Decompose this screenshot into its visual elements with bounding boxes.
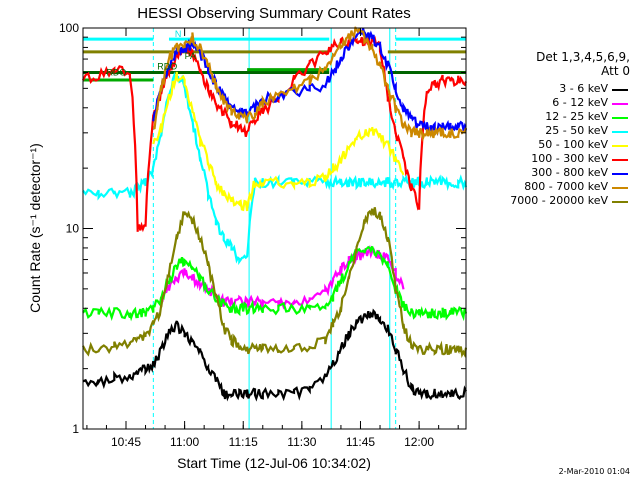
legend-swatch: [612, 145, 628, 147]
legend-label: 100 - 300 keV: [531, 152, 608, 165]
legend-label: 3 - 6 keV: [559, 82, 608, 95]
series-line-7: [152, 25, 468, 142]
legend-item: 6 - 12 keV: [490, 96, 630, 110]
legend-swatch: [612, 159, 628, 161]
series-line-1: [160, 244, 405, 312]
x-tick-label-5: 12:00: [404, 435, 434, 449]
legend-swatch: [612, 117, 628, 119]
legend-item: 300 - 800 keV: [490, 166, 630, 180]
legend-item: 100 - 300 keV: [490, 152, 630, 166]
legend-header-line2: Att 0: [601, 64, 630, 78]
legend-item: 3 - 6 keV: [490, 82, 630, 96]
legend-swatch: [612, 187, 628, 189]
x-tick-label-3: 11:30: [287, 435, 316, 449]
x-tick-label-4: 11:45: [346, 435, 375, 449]
annotation-2: N: [175, 29, 182, 39]
y-tick-label-1: 10: [66, 222, 80, 236]
legend-header-line1: Det 1,3,4,5,6,9,: [536, 50, 630, 64]
legend-swatch: [612, 131, 628, 133]
y-axis-label: Count Rate (s⁻¹ detector⁻¹): [27, 143, 43, 313]
axis-ticks: 10:45 11:00 11:15 11:30 11:45 12:00 1 10 100: [59, 21, 466, 449]
legend-label: 25 - 50 keV: [545, 124, 608, 137]
x-axis-label: Start Time (12-Jul-06 10:34:02): [177, 455, 371, 471]
legend-swatch: [612, 201, 628, 203]
legend-item: 7000 - 20000 keV: [490, 194, 630, 208]
series-line-5: [82, 34, 468, 233]
legend-item: 50 - 100 keV: [490, 138, 630, 152]
legend-item: 12 - 25 keV: [490, 110, 630, 124]
legend-item: 800 - 7000 keV: [490, 180, 630, 194]
annotation-3: PA: [185, 51, 196, 61]
chart-title: HESSI Observing Summary Count Rates: [137, 5, 410, 22]
legend-label: 12 - 25 keV: [545, 110, 608, 123]
legend-label: 50 - 100 keV: [538, 138, 608, 151]
legend-swatch: [612, 173, 628, 175]
series-line-6: [152, 28, 468, 136]
y-tick-label-0: 1: [72, 422, 79, 436]
legend-swatch: [612, 103, 628, 105]
legend-item: 25 - 50 keV: [490, 124, 630, 138]
x-tick-label-1: 11:00: [170, 435, 199, 449]
x-tick-label-2: 11:15: [229, 435, 258, 449]
legend-label: 7000 - 20000 keV: [510, 194, 608, 207]
legend-swatch: [612, 89, 628, 91]
legend-label: 6 - 12 keV: [552, 96, 608, 109]
series-line-4: [152, 71, 405, 212]
series-line-0: [82, 308, 467, 402]
x-tick-label-0: 10:45: [111, 435, 141, 449]
timestamp: 2-Mar-2010 01:04: [558, 467, 630, 476]
y-tick-label-2: 100: [59, 21, 79, 35]
series-line-2: [82, 245, 468, 322]
plot-area: RDO RDO N PA: [82, 25, 468, 429]
annotation-0: RDO: [157, 62, 177, 72]
legend-label: 300 - 800 keV: [531, 166, 608, 179]
annotation-1: RDO: [106, 67, 126, 77]
legend-header: Det 1,3,4,5,6,9, Att 0: [490, 50, 630, 78]
legend-label: 800 - 7000 keV: [524, 180, 608, 193]
series-line-8: [82, 207, 468, 359]
